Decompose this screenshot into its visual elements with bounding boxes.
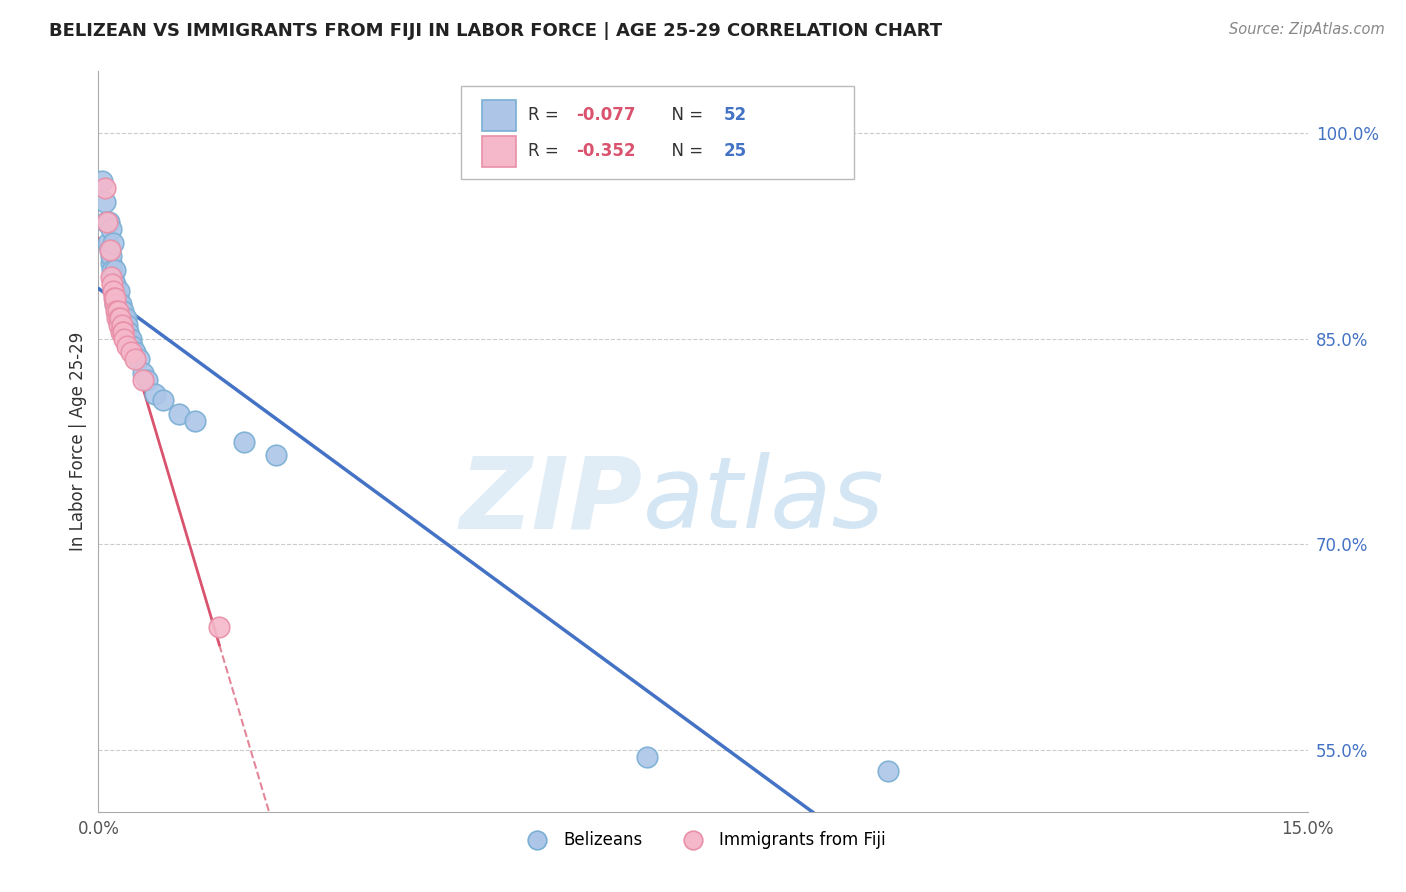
Point <box>112 311 135 326</box>
Point <box>91 174 114 188</box>
Text: R =: R = <box>527 106 564 124</box>
Point <box>232 434 254 449</box>
Point <box>97 215 120 229</box>
Point <box>103 284 125 298</box>
FancyBboxPatch shape <box>461 87 855 178</box>
Point <box>111 304 134 318</box>
Text: atlas: atlas <box>643 452 884 549</box>
Point <box>112 325 135 339</box>
Point <box>103 297 125 311</box>
Text: N =: N = <box>661 142 709 161</box>
Point <box>636 750 658 764</box>
Point <box>105 297 128 311</box>
Point <box>114 311 136 326</box>
Point <box>264 448 287 462</box>
Point <box>132 373 155 387</box>
Point <box>121 338 143 352</box>
Point <box>100 256 122 270</box>
Point <box>117 325 139 339</box>
Point <box>100 222 122 236</box>
Point <box>120 332 142 346</box>
Point <box>98 243 121 257</box>
Point <box>105 297 128 311</box>
Point <box>184 414 207 428</box>
Point <box>104 291 127 305</box>
Point <box>105 284 128 298</box>
Point <box>167 407 190 421</box>
Point <box>124 345 146 359</box>
Point <box>128 352 150 367</box>
Point <box>208 619 231 633</box>
Point <box>152 393 174 408</box>
Point <box>112 332 135 346</box>
Bar <box>482 136 516 167</box>
Point <box>105 311 128 326</box>
Text: N =: N = <box>661 106 709 124</box>
Point <box>94 194 117 209</box>
Point <box>96 215 118 229</box>
Point <box>101 235 124 250</box>
Text: R =: R = <box>527 142 564 161</box>
Point <box>103 263 125 277</box>
Point <box>112 318 135 332</box>
Point <box>108 318 131 332</box>
Text: 25: 25 <box>724 142 747 161</box>
Point <box>111 311 134 326</box>
Point <box>101 277 124 291</box>
Point <box>107 304 129 318</box>
Point <box>98 243 121 257</box>
Legend: Belizeans, Immigrants from Fiji: Belizeans, Immigrants from Fiji <box>513 824 893 855</box>
Point <box>105 304 128 318</box>
Point <box>110 297 132 311</box>
Point <box>100 249 122 264</box>
Point <box>135 373 157 387</box>
Point <box>111 318 134 332</box>
Text: -0.352: -0.352 <box>576 142 636 161</box>
Point <box>114 325 136 339</box>
Text: ZIP: ZIP <box>460 452 643 549</box>
Bar <box>482 100 516 131</box>
Point <box>111 318 134 332</box>
Point <box>124 352 146 367</box>
Y-axis label: In Labor Force | Age 25-29: In Labor Force | Age 25-29 <box>69 332 87 551</box>
Point <box>107 291 129 305</box>
Point <box>115 332 138 346</box>
Point <box>96 215 118 229</box>
Point <box>108 311 131 326</box>
Point <box>97 235 120 250</box>
Point <box>877 764 900 778</box>
Point <box>115 338 138 352</box>
Text: Source: ZipAtlas.com: Source: ZipAtlas.com <box>1229 22 1385 37</box>
Point <box>120 345 142 359</box>
Point <box>117 318 139 332</box>
Point <box>108 297 131 311</box>
Point <box>143 386 166 401</box>
Point <box>132 366 155 380</box>
Point <box>108 304 131 318</box>
Point <box>104 277 127 291</box>
Point <box>94 181 117 195</box>
Point <box>103 291 125 305</box>
Point <box>110 325 132 339</box>
Point <box>118 332 141 346</box>
Text: BELIZEAN VS IMMIGRANTS FROM FIJI IN LABOR FORCE | AGE 25-29 CORRELATION CHART: BELIZEAN VS IMMIGRANTS FROM FIJI IN LABO… <box>49 22 942 40</box>
Point <box>111 325 134 339</box>
Point <box>107 311 129 326</box>
Point <box>107 304 129 318</box>
Point <box>103 297 125 311</box>
Point <box>110 311 132 326</box>
Point <box>101 284 124 298</box>
Point <box>104 291 127 305</box>
Point <box>101 263 124 277</box>
Text: -0.077: -0.077 <box>576 106 636 124</box>
Point <box>100 270 122 285</box>
Point <box>107 284 129 298</box>
Point <box>101 270 124 285</box>
Text: 52: 52 <box>724 106 747 124</box>
